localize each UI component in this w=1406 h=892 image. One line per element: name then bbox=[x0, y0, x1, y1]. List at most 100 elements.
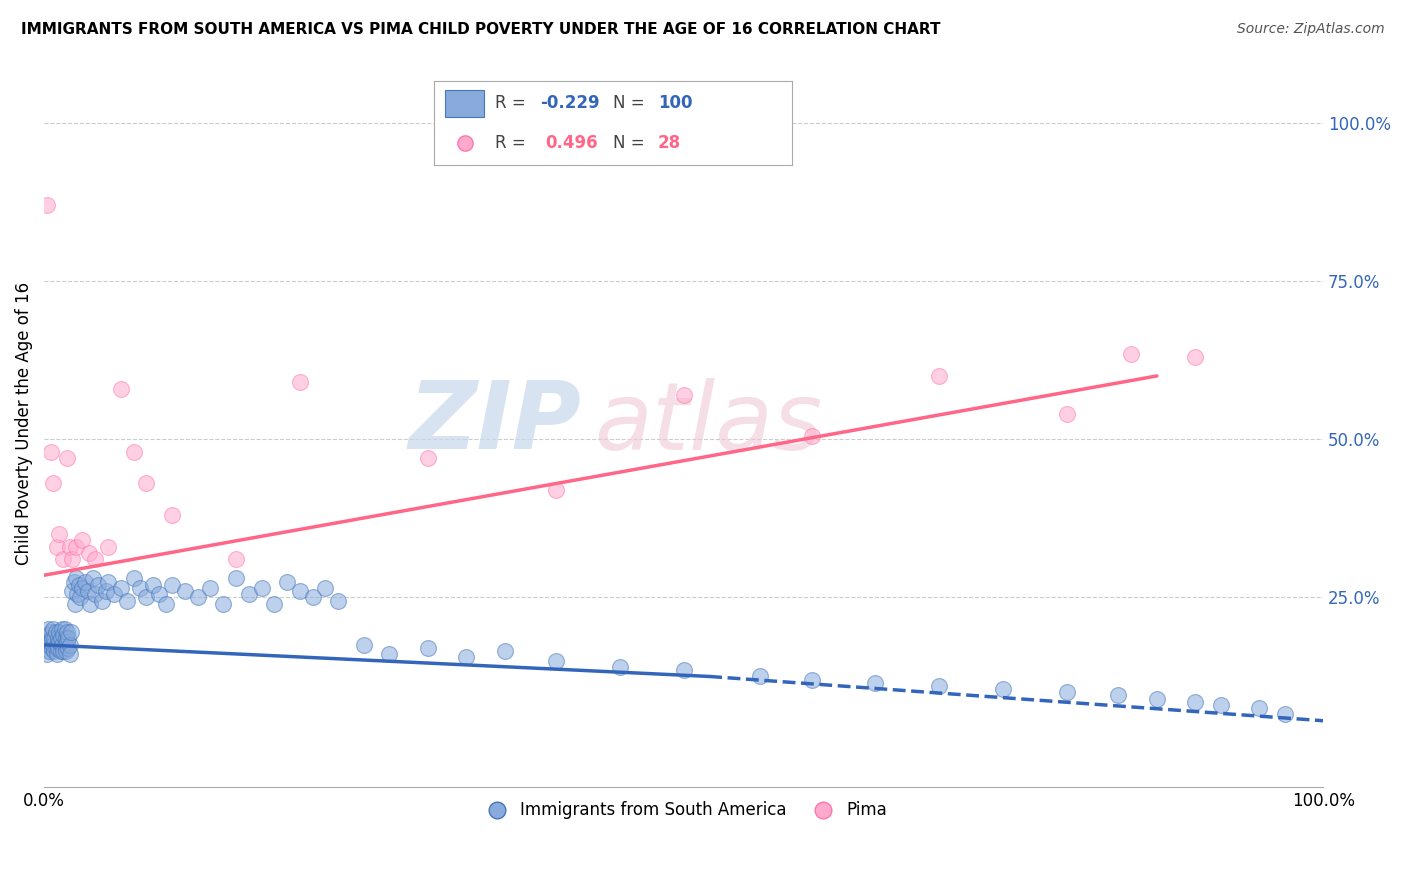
Point bbox=[58, 632, 80, 646]
Point bbox=[1209, 698, 1232, 712]
Point bbox=[52, 628, 75, 642]
Point bbox=[94, 584, 117, 599]
Y-axis label: Child Poverty Under the Age of 16: Child Poverty Under the Age of 16 bbox=[15, 282, 32, 565]
Point bbox=[928, 368, 950, 383]
Point bbox=[45, 638, 67, 652]
Point bbox=[416, 451, 439, 466]
Point bbox=[42, 622, 65, 636]
Point bbox=[1056, 685, 1078, 699]
Point bbox=[609, 660, 631, 674]
Point bbox=[276, 574, 298, 589]
Point bbox=[56, 451, 79, 466]
Point bbox=[263, 597, 285, 611]
Point bbox=[72, 581, 94, 595]
Point bbox=[117, 593, 139, 607]
Point bbox=[38, 628, 60, 642]
Point bbox=[35, 198, 58, 212]
Point bbox=[353, 638, 375, 652]
Point bbox=[800, 429, 823, 443]
Point bbox=[160, 508, 183, 522]
Point bbox=[87, 578, 110, 592]
Point bbox=[544, 483, 567, 497]
Point bbox=[39, 634, 62, 648]
Point bbox=[44, 644, 66, 658]
Point bbox=[142, 578, 165, 592]
Point bbox=[315, 581, 337, 595]
Point bbox=[494, 644, 516, 658]
Point bbox=[135, 476, 157, 491]
Point bbox=[135, 591, 157, 605]
Point bbox=[34, 640, 56, 655]
Point bbox=[65, 571, 87, 585]
Point bbox=[37, 638, 59, 652]
Point bbox=[187, 591, 209, 605]
Point bbox=[51, 622, 73, 636]
Point bbox=[749, 669, 772, 683]
Point bbox=[90, 593, 112, 607]
Point bbox=[928, 679, 950, 693]
Point bbox=[1184, 695, 1206, 709]
Point bbox=[1121, 347, 1143, 361]
Point bbox=[1108, 689, 1130, 703]
Point bbox=[84, 552, 107, 566]
Point bbox=[84, 587, 107, 601]
Point bbox=[44, 632, 66, 646]
Point bbox=[225, 552, 247, 566]
Point bbox=[73, 574, 96, 589]
Point bbox=[37, 622, 59, 636]
Point bbox=[49, 644, 72, 658]
Point bbox=[46, 632, 69, 646]
Point bbox=[288, 584, 311, 599]
Point bbox=[79, 597, 101, 611]
Point bbox=[65, 540, 87, 554]
Point bbox=[97, 540, 120, 554]
Point bbox=[59, 638, 82, 652]
Point bbox=[62, 574, 84, 589]
Point bbox=[56, 625, 79, 640]
Point bbox=[250, 581, 273, 595]
Point bbox=[1146, 691, 1168, 706]
Point bbox=[672, 663, 695, 677]
Point bbox=[52, 644, 75, 658]
Point bbox=[60, 552, 83, 566]
Point bbox=[672, 388, 695, 402]
Point bbox=[110, 581, 132, 595]
Point bbox=[42, 476, 65, 491]
Point bbox=[328, 593, 350, 607]
Point bbox=[45, 640, 67, 655]
Point bbox=[122, 445, 145, 459]
Text: IMMIGRANTS FROM SOUTH AMERICA VS PIMA CHILD POVERTY UNDER THE AGE OF 16 CORRELAT: IMMIGRANTS FROM SOUTH AMERICA VS PIMA CH… bbox=[21, 22, 941, 37]
Point bbox=[155, 597, 177, 611]
Legend: Immigrants from South America, Pima: Immigrants from South America, Pima bbox=[474, 795, 894, 826]
Point bbox=[55, 632, 77, 646]
Point bbox=[200, 581, 222, 595]
Point bbox=[97, 574, 120, 589]
Point bbox=[51, 638, 73, 652]
Point bbox=[48, 634, 70, 648]
Point bbox=[48, 527, 70, 541]
Point bbox=[67, 578, 90, 592]
Point bbox=[41, 632, 63, 646]
Point bbox=[41, 640, 63, 655]
Point bbox=[238, 587, 260, 601]
Point bbox=[82, 571, 104, 585]
Point bbox=[38, 644, 60, 658]
Point bbox=[103, 587, 125, 601]
Point bbox=[66, 587, 89, 601]
Point bbox=[35, 648, 58, 662]
Point bbox=[53, 638, 76, 652]
Point bbox=[148, 587, 170, 601]
Point bbox=[800, 673, 823, 687]
Point bbox=[45, 625, 67, 640]
Point bbox=[59, 648, 82, 662]
Point bbox=[378, 648, 401, 662]
Point bbox=[45, 648, 67, 662]
Text: ZIP: ZIP bbox=[408, 377, 581, 469]
Point bbox=[60, 584, 83, 599]
Text: Source: ZipAtlas.com: Source: ZipAtlas.com bbox=[1237, 22, 1385, 37]
Point bbox=[225, 571, 247, 585]
Point bbox=[1274, 707, 1296, 722]
Point bbox=[456, 650, 478, 665]
Point bbox=[129, 581, 152, 595]
Point bbox=[52, 552, 75, 566]
